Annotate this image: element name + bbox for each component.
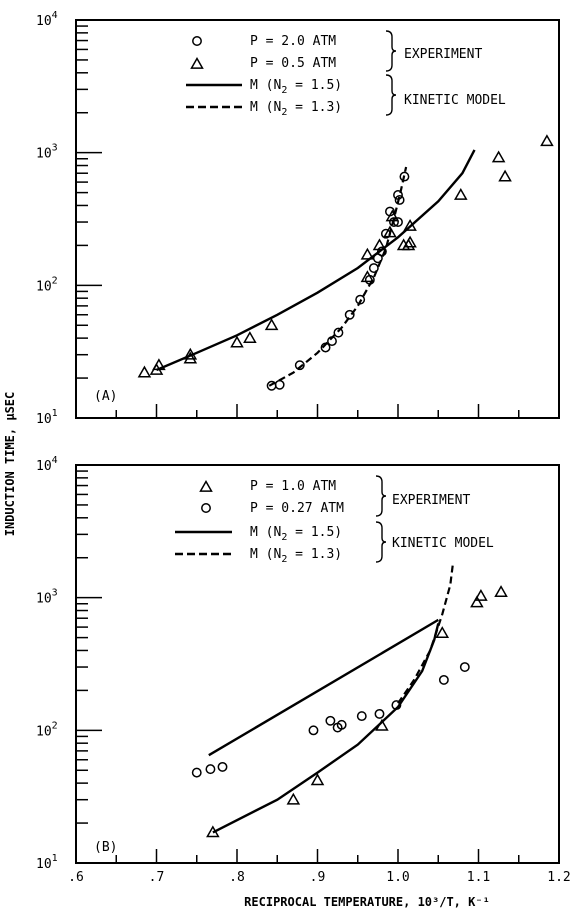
x-tick-label: .9 — [310, 870, 326, 885]
x-tick-label: 1.2 — [547, 870, 570, 885]
data-point-triangle-b — [494, 585, 508, 598]
data-point-circle-a — [274, 379, 285, 390]
data-point-circle-b — [308, 725, 319, 736]
data-point-triangle-a — [540, 134, 554, 147]
y-tick-label-a: 104 — [36, 10, 58, 29]
data-point-circle-b — [191, 767, 202, 778]
data-point-triangle-a — [264, 318, 279, 331]
data-point-triangle-b — [470, 595, 484, 608]
legend-triangle-marker — [199, 479, 213, 492]
data-point-triangle-a — [230, 335, 244, 348]
data-point-triangle-a — [453, 187, 468, 200]
legend-brace — [385, 74, 397, 116]
data-point-circle-b — [356, 711, 367, 722]
y-tick-label-a: 101 — [36, 408, 58, 427]
legend-text: P = 1.0 ATM — [250, 479, 336, 494]
legend-text: M (N2 = 1.5) — [250, 78, 342, 96]
data-point-triangle-a — [383, 225, 397, 238]
legend-text: P = 0.5 ATM — [250, 56, 336, 71]
data-point-circle-a — [294, 360, 305, 371]
panel-b-chart: 101 102 103 104 .6 .7 .8 .9 1.0 1.1 1.2 (B) P = 1.0 … — [36, 455, 571, 885]
data-point-circle-b — [325, 715, 336, 726]
x-axis-label: RECIPROCAL TEMPERATURE, 10³/T, K⁻¹ — [244, 895, 490, 909]
data-point-circle-a — [399, 171, 410, 182]
data-point-triangle-a — [372, 238, 387, 251]
data-point-circle-a — [389, 217, 399, 227]
series-line-a — [156, 149, 476, 372]
data-point-circle-b — [438, 674, 449, 685]
series-line-b — [208, 618, 439, 757]
legend-model-label: KINETIC MODEL — [392, 536, 494, 551]
data-point-triangle-a — [498, 169, 512, 182]
legend-circle-marker — [192, 36, 202, 46]
y-axis-label: INDUCTION TIME, μSEC — [3, 392, 17, 537]
series-line-a — [268, 166, 408, 387]
x-tick-label: 1.0 — [386, 870, 409, 885]
series-line-b — [397, 565, 454, 704]
data-point-triangle-b — [286, 792, 301, 805]
legend-brace — [385, 30, 397, 72]
data-point-triangle-a — [360, 247, 375, 260]
data-point-triangle-b — [474, 588, 488, 601]
y-tick-label-b: 103 — [36, 588, 58, 607]
legend-text: M (N2 = 1.5) — [250, 525, 342, 543]
legend-brace — [375, 521, 387, 563]
data-point-circle-a — [368, 263, 379, 273]
legend-triangle-marker — [190, 56, 204, 69]
data-point-circle-b — [217, 761, 228, 772]
data-point-triangle-b — [310, 773, 325, 786]
series-line-b — [212, 623, 440, 834]
data-point-circle-a — [394, 195, 405, 205]
data-point-circle-b — [205, 764, 216, 775]
data-point-circle-b — [459, 662, 470, 672]
legend-text: P = 2.0 ATM — [250, 34, 336, 49]
data-point-triangle-a — [137, 365, 152, 378]
y-tick-label-b: 102 — [36, 720, 58, 739]
data-point-triangle-a — [360, 270, 375, 283]
legend-circle-marker — [201, 503, 211, 513]
data-point-circle-a — [333, 327, 344, 338]
legend-brace — [375, 475, 387, 517]
panel-a-chart: 101 102 103 104 (A) P = 2.0 ATM P = 0.5 ATM M (… — [36, 10, 560, 427]
data-point-triangle-b — [435, 626, 450, 639]
y-tick-label-b: 104 — [36, 455, 58, 474]
data-point-triangle-a — [243, 331, 257, 344]
panel-label-a: (A) — [94, 389, 117, 404]
data-point-circle-a — [344, 309, 355, 320]
legend-text: M (N2 = 1.3) — [250, 100, 342, 118]
x-tick-label: .7 — [149, 870, 165, 885]
panel-label-b: (B) — [94, 840, 117, 855]
data-point-triangle-a — [403, 235, 417, 248]
data-point-triangle-a — [491, 150, 506, 163]
x-tick-label: .6 — [68, 870, 84, 885]
legend-text: M (N2 = 1.3) — [250, 547, 342, 565]
x-tick-label: .8 — [229, 870, 245, 885]
legend-text: P = 0.27 ATM — [250, 501, 344, 516]
legend-experiment-label: EXPERIMENT — [404, 47, 482, 62]
data-point-circle-b — [336, 719, 347, 730]
legend-model-label: KINETIC MODEL — [404, 93, 506, 108]
legend-experiment-label: EXPERIMENT — [392, 493, 470, 508]
data-point-circle-b — [374, 708, 385, 719]
x-tick-label: 1.1 — [467, 870, 490, 885]
y-tick-label-a: 103 — [36, 143, 58, 162]
y-tick-label-a: 102 — [36, 275, 58, 294]
y-tick-label-b: 101 — [36, 853, 58, 872]
